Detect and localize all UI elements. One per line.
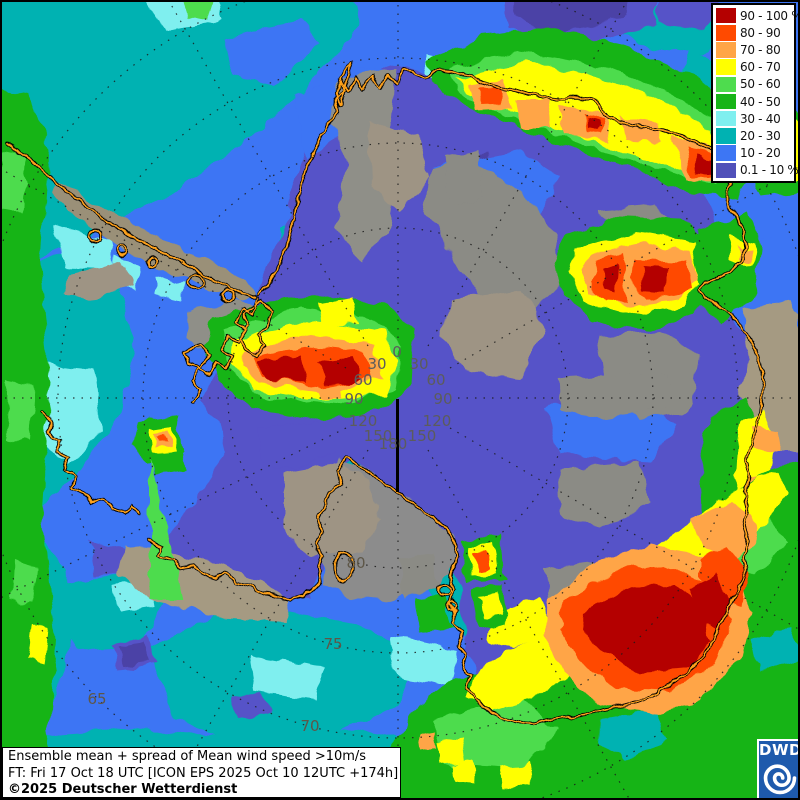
legend-row: 80 - 90: [716, 24, 792, 41]
legend-swatch: [716, 128, 736, 144]
legend-label: 60 - 70: [740, 60, 781, 75]
product-title: Ensemble mean + spread of Mean wind spee…: [8, 749, 367, 764]
legend-row: 20 - 30: [716, 127, 792, 144]
legend-label: 10 - 20: [740, 146, 781, 161]
latitude-label: 75: [323, 635, 342, 653]
legend-row: 60 - 70: [716, 59, 792, 76]
latitude-label: 80: [346, 554, 365, 572]
legend-label: 20 - 30: [740, 128, 781, 143]
meridian-label: 90: [344, 390, 363, 408]
meridian-label: 150: [408, 427, 437, 445]
legend-row: 90 - 100 %: [716, 7, 800, 24]
meridian-label: 150: [364, 427, 393, 445]
meridian-label: 60: [426, 371, 445, 389]
dwd-logo-text: DWD: [759, 741, 800, 759]
meridian-label: 30: [409, 355, 428, 373]
legend-row: 40 - 50: [716, 93, 792, 110]
legend-swatch: [716, 110, 736, 127]
meridian-label: 120: [423, 412, 452, 430]
legend-swatch: [716, 145, 736, 161]
legend-row: 70 - 80: [716, 41, 792, 58]
legend-label: 70 - 80: [740, 42, 781, 57]
meridian-label: 30: [367, 355, 386, 373]
meridian-label: 180: [379, 435, 408, 453]
meridian-label: 90: [433, 390, 452, 408]
map-caption-box: Ensemble mean + spread of Mean wind spee…: [2, 747, 401, 798]
legend-swatch: [716, 59, 736, 75]
legend-label: 30 - 40: [740, 111, 781, 126]
latitude-label: 70: [300, 717, 319, 735]
legend-swatch: [716, 162, 736, 179]
forecast-time: FT: Fri 17 Oct 18 UTC [ICON EPS 2025 Oct…: [8, 765, 399, 781]
latitude-circle-70: [57, 57, 739, 739]
legend-label: 0.1 - 10 %: [740, 163, 799, 178]
latitude-circle-80: [227, 227, 569, 569]
legend-label: 50 - 60: [740, 77, 781, 92]
legend-row: 50 - 60: [716, 76, 792, 93]
graticule-labels: 0 30 60 90 120 150 30 60 90 120 150 180 …: [87, 343, 452, 735]
meridian-label: 120: [349, 412, 378, 430]
latitude-label: 65: [87, 690, 106, 708]
meridian-label: 0: [392, 343, 402, 361]
legend-swatch: [716, 25, 736, 41]
legend-swatch: [716, 76, 736, 93]
legend-row: 10 - 20: [716, 145, 792, 162]
legend-swatch: [716, 42, 736, 58]
dwd-spiral-icon: [763, 764, 796, 795]
legend-row: 30 - 40: [716, 110, 792, 127]
latitude-circle-75: [142, 142, 654, 654]
legend-row: 0.1 - 10 %: [716, 162, 799, 179]
probability-legend: 90 - 100 % 80 - 90 70 - 80 60 - 70 50 - …: [711, 3, 800, 183]
left-edge-band: [0, 87, 55, 800]
legend-swatch: [716, 7, 736, 24]
legend-label: 80 - 90: [740, 25, 781, 40]
legend-label: 90 - 100 %: [740, 8, 800, 23]
dwd-logo: DWD: [757, 739, 800, 800]
legend-label: 40 - 50: [740, 94, 781, 109]
meridian-label: 60: [353, 371, 372, 389]
copyright-line: ©2025 Deutscher Wetterdienst: [8, 782, 238, 797]
legend-swatch: [716, 93, 736, 110]
